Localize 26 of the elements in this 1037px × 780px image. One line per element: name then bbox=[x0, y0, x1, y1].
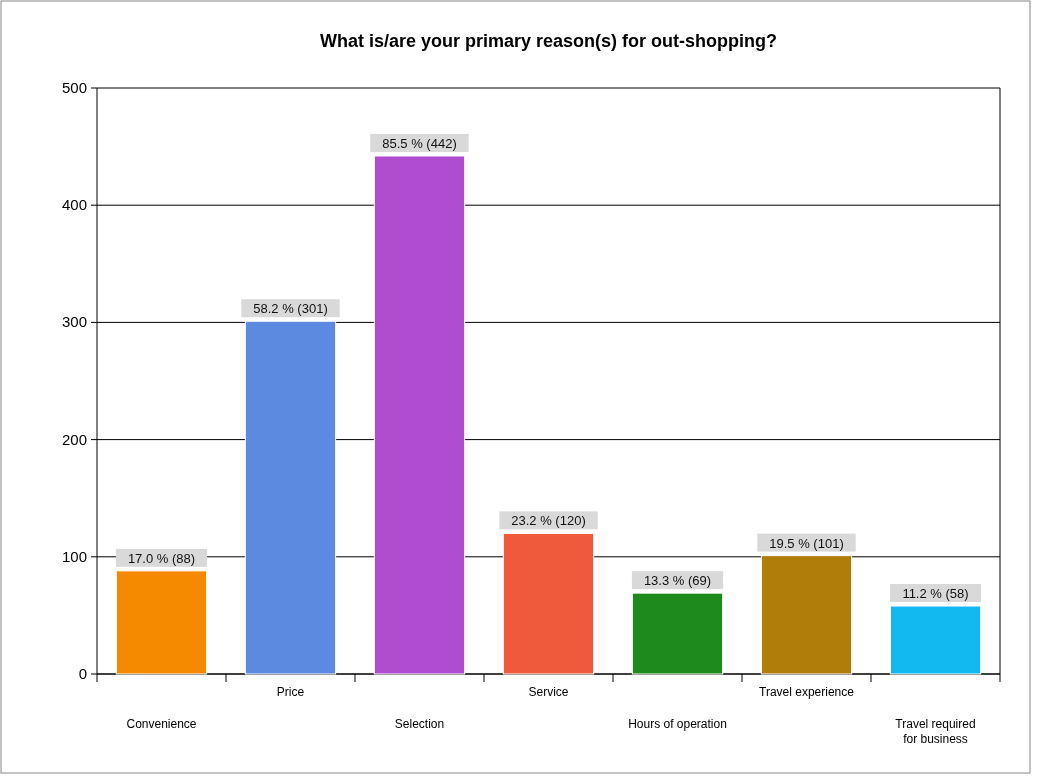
data-label: 23.2 % (120) bbox=[511, 513, 586, 529]
data-label: 58.2 % (301) bbox=[253, 301, 328, 317]
bar bbox=[889, 605, 982, 675]
x-tick-label: Hours of operation bbox=[628, 717, 727, 731]
x-tick-label: Travel experience bbox=[759, 685, 855, 699]
data-label: 13.3 % (69) bbox=[643, 573, 712, 589]
y-tick-label: 0 bbox=[78, 665, 87, 682]
y-tick-label: 500 bbox=[61, 79, 87, 96]
chart-title: What is/are your primary reason(s) for out-shopping? bbox=[319, 31, 778, 51]
y-tick-label: 100 bbox=[61, 547, 87, 565]
x-tick-label: Price bbox=[276, 685, 305, 699]
x-tick-label: Convenience bbox=[126, 717, 197, 731]
y-tick-label: 200 bbox=[61, 430, 87, 448]
data-label: 85.5 % (442) bbox=[382, 135, 457, 151]
data-label: 11.2 % (58) bbox=[902, 586, 969, 602]
x-tick-label: Service bbox=[528, 685, 569, 699]
data-label: 17.0 % (88) bbox=[127, 550, 196, 566]
bar bbox=[631, 592, 724, 675]
data-label: 19.5 % (101) bbox=[769, 535, 844, 551]
bar bbox=[760, 555, 853, 675]
bar bbox=[115, 570, 208, 675]
x-tick-label: Travel required for business bbox=[895, 717, 976, 746]
y-tick-label: 400 bbox=[61, 196, 87, 214]
x-tick-label: Selection bbox=[394, 717, 445, 731]
y-tick-label: 300 bbox=[61, 313, 87, 331]
bar bbox=[373, 155, 466, 675]
